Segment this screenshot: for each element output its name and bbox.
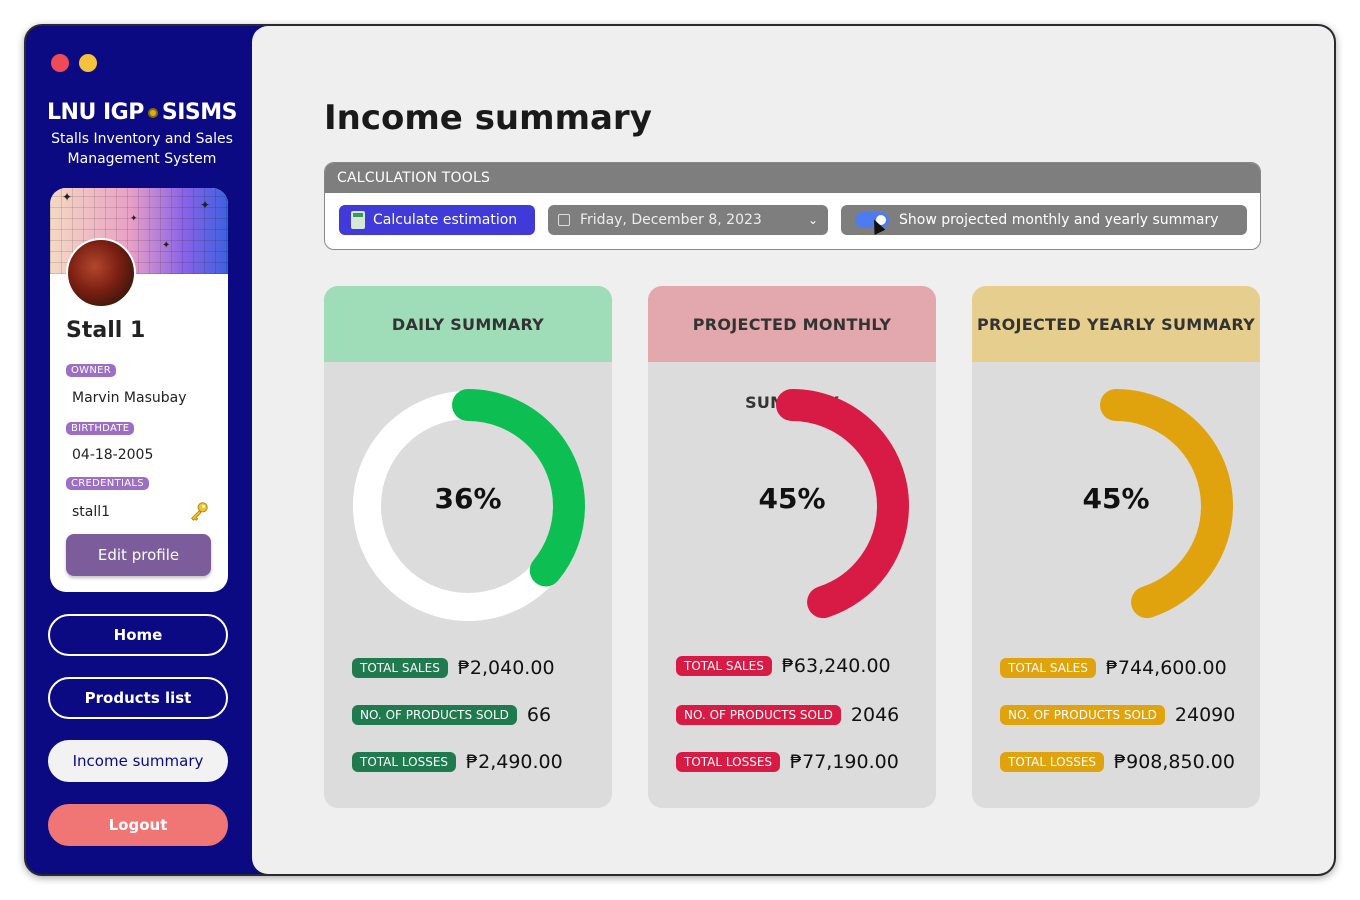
nav-products-button[interactable]: Products list xyxy=(48,677,228,719)
total-sales-tag: TOTAL SALES xyxy=(1000,658,1096,678)
daily-summary-card: DAILY SUMMARY 36% TOTAL SALES ₱2,040.00 … xyxy=(324,286,612,808)
total-sales-row: TOTAL SALES ₱2,040.00 xyxy=(352,656,555,680)
total-sales-row: TOTAL SALES ₱744,600.00 xyxy=(1000,656,1227,680)
brand-title-left: LNU IGP xyxy=(47,100,144,125)
products-sold-value: 2046 xyxy=(850,704,900,726)
gauge-arc xyxy=(675,389,909,623)
calculate-estimation-label: Calculate estimation xyxy=(373,212,518,228)
owner-tag: OWNER xyxy=(66,364,117,377)
main-content: Income summary CALCULATION TOOLS Calcula… xyxy=(252,26,1334,874)
nav-home-button[interactable]: Home xyxy=(48,614,228,656)
gauge-arc xyxy=(999,389,1233,623)
products-sold-tag: NO. OF PRODUCTS SOLD xyxy=(676,705,841,725)
profile-card: ✦ ✦ ✦ ✦ Stall 1 OWNER Marvin Masubay BIR… xyxy=(50,188,228,592)
brand-subtitle-line2: Management System xyxy=(67,151,217,167)
credentials-value: stall1 xyxy=(72,504,111,520)
total-losses-value: ₱77,190.00 xyxy=(790,751,899,773)
owner-value: Marvin Masubay xyxy=(72,390,187,406)
brand: LNU IGP SISMS Stalls Inventory and Sales… xyxy=(26,100,258,169)
products-sold-tag: NO. OF PRODUCTS SOLD xyxy=(1000,705,1165,725)
close-window-button[interactable] xyxy=(51,54,69,72)
credentials-tag: CREDENTIALS xyxy=(66,477,149,490)
total-losses-row: TOTAL LOSSES ₱77,190.00 xyxy=(676,750,899,774)
calculator-icon xyxy=(351,211,365,229)
sparkle-icon: ✦ xyxy=(200,198,211,212)
gauge-percent: 45% xyxy=(758,482,826,515)
nav-income-summary-button[interactable]: Income summary xyxy=(48,740,228,782)
sidebar: LNU IGP SISMS Stalls Inventory and Sales… xyxy=(26,26,258,874)
products-sold-row: NO. OF PRODUCTS SOLD 24090 xyxy=(1000,703,1235,727)
total-sales-value: ₱63,240.00 xyxy=(781,655,891,677)
card-title: DAILY SUMMARY xyxy=(324,286,612,362)
projection-toggle[interactable] xyxy=(855,212,889,228)
monthly-progress-gauge xyxy=(675,389,909,623)
calculate-estimation-button[interactable]: Calculate estimation xyxy=(339,205,535,235)
brand-subtitle: Stalls Inventory and Sales Management Sy… xyxy=(26,129,258,169)
brand-title-right: SISMS xyxy=(161,100,238,125)
gauge-arc xyxy=(351,389,585,623)
total-losses-value: ₱2,490.00 xyxy=(466,751,563,773)
products-sold-value: 24090 xyxy=(1174,704,1236,726)
total-losses-tag: TOTAL LOSSES xyxy=(676,752,781,772)
key-icon[interactable] xyxy=(188,500,210,522)
total-sales-row: TOTAL SALES ₱63,240.00 xyxy=(676,654,891,678)
total-sales-value: ₱744,600.00 xyxy=(1105,657,1227,679)
total-sales-tag: TOTAL SALES xyxy=(676,656,772,676)
app-window: LNU IGP SISMS Stalls Inventory and Sales… xyxy=(24,24,1336,876)
products-sold-row: NO. OF PRODUCTS SOLD 66 xyxy=(352,703,551,727)
brand-subtitle-line1: Stalls Inventory and Sales xyxy=(51,131,233,147)
total-losses-row: TOTAL LOSSES ₱2,490.00 xyxy=(352,750,563,774)
sparkle-icon: ✦ xyxy=(130,214,138,224)
card-title: PROJECTED MONTHLY SUMMARY xyxy=(648,286,936,412)
total-sales-tag: TOTAL SALES xyxy=(352,658,448,678)
sparkle-icon: ✦ xyxy=(62,190,73,204)
date-select-value: Friday, December 8, 2023 xyxy=(580,212,762,228)
birthdate-value: 04-18-2005 xyxy=(72,447,154,463)
brand-title: LNU IGP SISMS xyxy=(26,100,258,125)
products-sold-value: 66 xyxy=(526,704,552,726)
stall-name: Stall 1 xyxy=(66,318,146,343)
sparkle-icon: ✦ xyxy=(162,240,171,251)
gauge-percent: 45% xyxy=(1082,482,1150,515)
total-losses-tag: TOTAL LOSSES xyxy=(1000,752,1105,772)
total-losses-value: ₱908,850.00 xyxy=(1114,751,1235,773)
products-sold-tag: NO. OF PRODUCTS SOLD xyxy=(352,705,517,725)
total-sales-value: ₱2,040.00 xyxy=(457,657,555,679)
edit-profile-button[interactable]: Edit profile xyxy=(66,534,211,576)
chevron-down-icon: ⌄ xyxy=(807,213,818,227)
total-losses-row: TOTAL LOSSES ₱908,850.00 xyxy=(1000,750,1235,774)
birthdate-tag: BIRTHDATE xyxy=(66,422,135,435)
projection-toggle-label: Show projected monthly and yearly summar… xyxy=(899,212,1219,228)
page-title: Income summary xyxy=(324,98,652,138)
date-select[interactable]: Friday, December 8, 2023 ⌄ xyxy=(548,205,828,235)
calculation-tools-panel: CALCULATION TOOLS Calculate estimation F… xyxy=(324,162,1261,250)
monthly-summary-card: PROJECTED MONTHLY SUMMARY 45% TOTAL SALE… xyxy=(648,286,936,808)
calculation-tools-header: CALCULATION TOOLS xyxy=(325,163,1260,193)
yearly-summary-card: PROJECTED YEARLY SUMMARY 45% TOTAL SALES… xyxy=(972,286,1260,808)
total-losses-tag: TOTAL LOSSES xyxy=(352,752,457,772)
projection-toggle-row[interactable]: Show projected monthly and yearly summar… xyxy=(841,205,1247,235)
avatar xyxy=(66,238,136,308)
card-title: PROJECTED YEARLY SUMMARY xyxy=(972,286,1260,362)
yearly-progress-gauge xyxy=(999,389,1233,623)
gauge-percent: 36% xyxy=(434,482,502,515)
calendar-icon xyxy=(558,214,570,226)
logout-button[interactable]: Logout xyxy=(48,804,228,846)
minimize-window-button[interactable] xyxy=(79,54,97,72)
products-sold-row: NO. OF PRODUCTS SOLD 2046 xyxy=(676,703,899,727)
daily-progress-gauge xyxy=(351,389,585,623)
brand-logo-icon xyxy=(147,107,158,118)
